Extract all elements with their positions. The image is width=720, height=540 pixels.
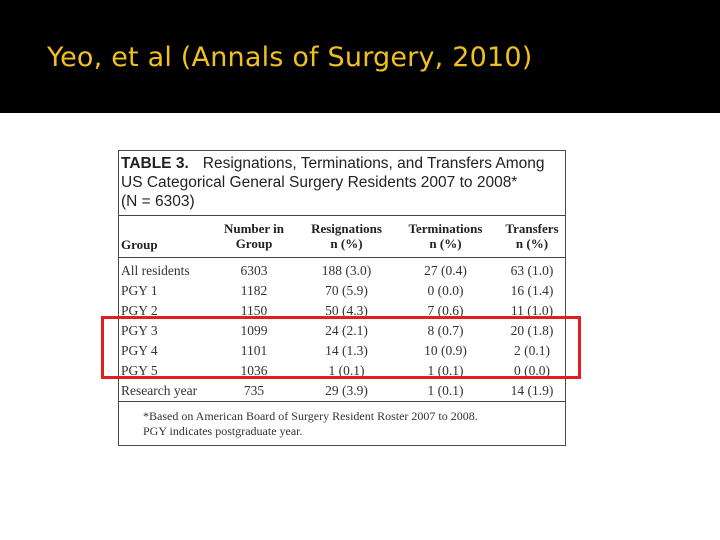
header-terminations-line-2: n (%) xyxy=(429,236,462,251)
cell-resignations: 1 (0.1) xyxy=(328,363,365,378)
footnote-line-1: *Based on American Board of Surgery Resi… xyxy=(143,409,478,423)
cell-group: PGY 1 xyxy=(121,283,158,298)
table-caption-line-1: TABLE 3. Resignations, Terminations, and … xyxy=(121,155,545,173)
cell-number: 1099 xyxy=(240,323,268,338)
table-footnote: *Based on American Board of Surgery Resi… xyxy=(143,409,478,439)
cell-transfers: 2 (0.1) xyxy=(514,343,550,358)
cell-transfers: 20 (1.8) xyxy=(510,323,554,338)
cell-group: All residents xyxy=(121,263,190,278)
header-number-line-1: Number in xyxy=(223,221,285,236)
cell-terminations: 10 (0.9) xyxy=(424,343,467,358)
highlight-box xyxy=(101,316,581,379)
header-transfers-line-2: n (%) xyxy=(515,236,549,251)
cell-group: PGY 2 xyxy=(121,303,158,318)
cell-terminations: 8 (0.7) xyxy=(427,323,464,338)
header-number-line-2: Group xyxy=(235,236,273,251)
cell-transfers: 16 (1.4) xyxy=(510,283,554,298)
cell-transfers: 0 (0.0) xyxy=(514,363,550,378)
header-transfers: Transfers n (%) xyxy=(497,221,567,251)
cell-number: 6303 xyxy=(240,263,268,278)
header-resignations: Resignations n (%) xyxy=(299,221,394,251)
cell-number: 1182 xyxy=(240,283,268,298)
header-number: Number in Group xyxy=(214,221,294,251)
header-resignations-line-1: Resignations xyxy=(311,221,382,236)
header-terminations: Terminations n (%) xyxy=(398,221,493,251)
cell-transfers: 63 (1.0) xyxy=(510,263,554,278)
cell-terminations: 1 (0.1) xyxy=(427,383,464,398)
cell-terminations: 7 (0.6) xyxy=(427,303,464,318)
table-caption-label: TABLE 3. xyxy=(121,155,189,172)
cell-terminations: 1 (0.1) xyxy=(427,363,464,378)
cell-group: Research year xyxy=(121,383,198,398)
header-resignations-line-2: n (%) xyxy=(330,236,363,251)
cell-group: PGY 3 xyxy=(121,323,158,338)
table-bottom-rule xyxy=(119,401,565,402)
cell-terminations: 27 (0.4) xyxy=(424,263,467,278)
table-caption-line-2: US Categorical General Surgery Residents… xyxy=(121,174,518,191)
footnote-line-2: PGY indicates postgraduate year. xyxy=(143,424,303,438)
table-caption-text: Resignations, Terminations, and Transfer… xyxy=(202,155,545,172)
cell-resignations: 50 (4.3) xyxy=(325,303,368,318)
cell-resignations: 24 (2.1) xyxy=(325,323,368,338)
cell-group: PGY 4 xyxy=(121,343,158,358)
cell-transfers: 11 (1.0) xyxy=(510,303,554,318)
cell-group: PGY 5 xyxy=(121,363,158,378)
cell-resignations: 14 (1.3) xyxy=(325,343,368,358)
table-top-rule xyxy=(119,215,565,216)
header-group: Group xyxy=(121,237,158,252)
slide-title: Yeo, et al (Annals of Surgery, 2010) xyxy=(47,42,533,73)
table-figure: TABLE 3. Resignations, Terminations, and … xyxy=(118,150,566,446)
cell-resignations: 188 (3.0) xyxy=(321,263,372,278)
title-bar: Yeo, et al (Annals of Surgery, 2010) xyxy=(0,0,720,113)
table-caption-line-3: (N = 6303) xyxy=(121,193,195,210)
header-terminations-line-1: Terminations xyxy=(408,221,483,236)
cell-terminations: 0 (0.0) xyxy=(427,283,464,298)
cell-number: 1101 xyxy=(240,343,268,358)
cell-number: 1036 xyxy=(240,363,268,378)
cell-resignations: 70 (5.9) xyxy=(325,283,368,298)
table-header-rule xyxy=(119,257,565,258)
cell-number: 735 xyxy=(243,383,265,398)
header-transfers-line-1: Transfers xyxy=(505,221,559,236)
cell-number: 1150 xyxy=(240,303,268,318)
cell-transfers: 14 (1.9) xyxy=(510,383,554,398)
cell-resignations: 29 (3.9) xyxy=(325,383,368,398)
